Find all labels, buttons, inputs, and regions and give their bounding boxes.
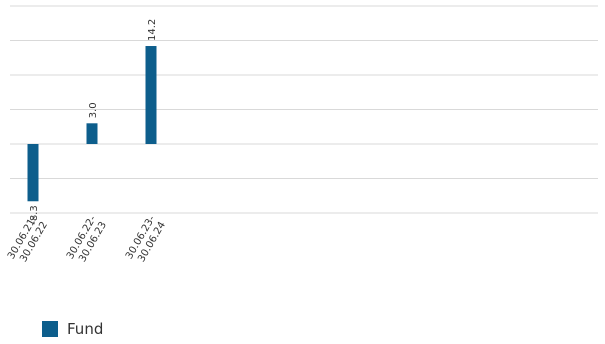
x-tick-labels: 30.06.21-30.06.22 30.06.22-30.06.23 30.06.…: [6, 214, 168, 268]
gridlines: [10, 5, 598, 214]
legend: Fund: [42, 320, 103, 338]
x-tick-label-2: 30.06.22-30.06.23: [65, 214, 109, 268]
data-label-2: 3.0: [88, 102, 99, 118]
data-label-3: 14.2: [147, 19, 158, 41]
data-labels: -8.3 3.0 14.2: [29, 19, 158, 225]
bar-3: [145, 46, 157, 144]
legend-swatch-fund: [42, 321, 58, 337]
bar-1: [27, 144, 39, 202]
bars: [27, 46, 157, 202]
x-tick-label-1: 30.06.21-30.06.22: [6, 214, 50, 268]
x-tick-label-3: 30.06.23-30.06.24: [124, 214, 168, 268]
data-label-1: -8.3: [29, 205, 40, 225]
legend-label-fund: Fund: [67, 320, 104, 338]
bar-2: [86, 123, 98, 144]
